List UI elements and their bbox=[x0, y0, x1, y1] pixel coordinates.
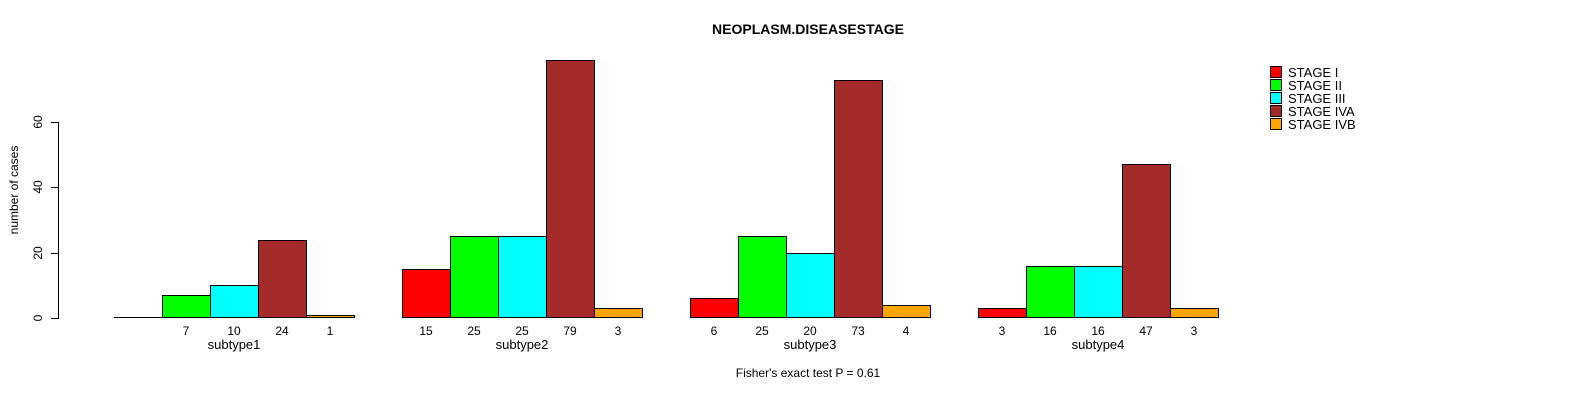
bar-value-label: 24 bbox=[275, 324, 289, 338]
y-tick-label: 0 bbox=[31, 314, 45, 322]
bar-value-label: 1 bbox=[326, 324, 334, 338]
legend-label-stage-iva: STAGE IVA bbox=[1288, 104, 1355, 119]
bar-subtype3-stage-ii bbox=[738, 236, 787, 318]
bar-subtype2-stage-ivb bbox=[594, 308, 643, 318]
bar-value-label: 16 bbox=[1091, 324, 1105, 338]
bar-subtype3-stage-iii bbox=[786, 253, 835, 318]
bar-value-label: 20 bbox=[803, 324, 817, 338]
bar-value-label: 25 bbox=[515, 324, 529, 338]
legend-label-stage-ii: STAGE II bbox=[1288, 78, 1342, 93]
legend-swatch-stage-iii bbox=[1270, 92, 1282, 104]
bar-subtype1-stage-i bbox=[114, 317, 163, 318]
legend-label-stage-ivb: STAGE IVB bbox=[1288, 117, 1356, 132]
bar-value-label: 3 bbox=[1190, 324, 1198, 338]
bar-subtype1-stage-ivb bbox=[306, 315, 355, 318]
y-tick-mark bbox=[51, 253, 58, 254]
bar-value-label: 47 bbox=[1139, 324, 1153, 338]
bar-value-label: 16 bbox=[1043, 324, 1057, 338]
y-axis-line bbox=[58, 122, 59, 319]
bar-subtype4-stage-ivb bbox=[1170, 308, 1219, 318]
x-category-label-subtype3: subtype3 bbox=[783, 337, 837, 352]
bar-value-label: 73 bbox=[851, 324, 865, 338]
bar-subtype1-stage-iii bbox=[210, 285, 259, 318]
bar-value-label: 3 bbox=[998, 324, 1006, 338]
bar-subtype3-stage-ivb bbox=[882, 305, 931, 318]
bar-value-label: 25 bbox=[755, 324, 769, 338]
bar-subtype2-stage-iii bbox=[498, 236, 547, 318]
bar-subtype2-stage-iva bbox=[546, 60, 595, 318]
bar-subtype4-stage-iii bbox=[1074, 266, 1123, 318]
bar-subtype4-stage-iva bbox=[1122, 164, 1171, 318]
x-category-label-subtype1: subtype1 bbox=[207, 337, 261, 352]
legend-label-stage-i: STAGE I bbox=[1288, 65, 1339, 80]
legend-swatch-stage-i bbox=[1270, 66, 1282, 78]
x-category-label-subtype2: subtype2 bbox=[495, 337, 549, 352]
bar-value-label: 15 bbox=[419, 324, 433, 338]
bar-value-label: 79 bbox=[563, 324, 577, 338]
bar-subtype2-stage-ii bbox=[450, 236, 499, 318]
y-tick-mark bbox=[51, 187, 58, 188]
y-tick-label: 40 bbox=[31, 180, 45, 194]
legend-label-stage-iii: STAGE III bbox=[1288, 91, 1346, 106]
legend-swatch-stage-ivb bbox=[1270, 118, 1282, 130]
bar-value-label: 4 bbox=[902, 324, 910, 338]
y-axis-label: number of cases bbox=[7, 145, 21, 235]
legend-swatch-stage-iva bbox=[1270, 105, 1282, 117]
bar-subtype1-stage-iva bbox=[258, 240, 307, 318]
bar-value-label: 6 bbox=[710, 324, 718, 338]
y-tick-label: 60 bbox=[31, 115, 45, 129]
x-category-label-subtype4: subtype4 bbox=[1071, 337, 1125, 352]
y-tick-mark bbox=[51, 318, 58, 319]
bar-value-label: 10 bbox=[227, 324, 241, 338]
y-tick-label: 20 bbox=[31, 246, 45, 260]
bar-subtype4-stage-i bbox=[978, 308, 1027, 318]
bar-value-label: 25 bbox=[467, 324, 481, 338]
legend-swatch-stage-ii bbox=[1270, 79, 1282, 91]
bar-subtype4-stage-ii bbox=[1026, 266, 1075, 318]
bar-value-label: 3 bbox=[614, 324, 622, 338]
bar-subtype3-stage-iva bbox=[834, 80, 883, 318]
bar-subtype3-stage-i bbox=[690, 298, 739, 318]
fisher-test-caption: Fisher's exact test P = 0.61 bbox=[735, 366, 881, 380]
bar-subtype2-stage-i bbox=[402, 269, 451, 318]
bar-value-label: 7 bbox=[182, 324, 190, 338]
bar-subtype1-stage-ii bbox=[162, 295, 211, 318]
y-tick-mark bbox=[51, 122, 58, 123]
chart-title: NEOPLASM.DISEASESTAGE bbox=[712, 21, 904, 37]
